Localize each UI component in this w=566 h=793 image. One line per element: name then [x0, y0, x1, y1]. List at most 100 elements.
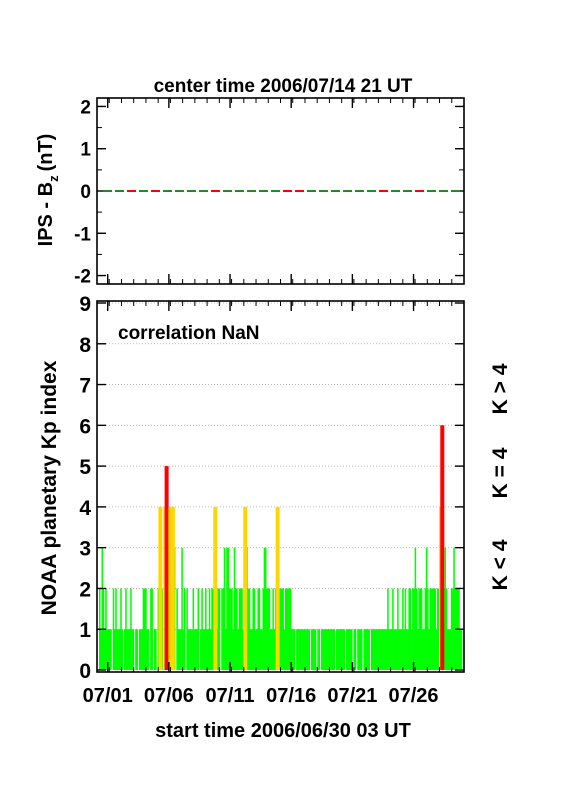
kp-bar — [140, 629, 142, 670]
top-y-tick-label: 0 — [80, 182, 91, 203]
kp-bar — [258, 588, 261, 670]
kp-bar — [282, 588, 284, 670]
kp-bar — [349, 629, 352, 670]
kp-bar — [312, 629, 314, 670]
kp-bar — [299, 629, 302, 670]
bottom-panel-x-axis-label: start time 2006/06/30 03 UT — [155, 720, 411, 742]
legend-k-low: K < 4 — [489, 539, 512, 590]
kp-bar — [181, 547, 183, 670]
kp-bar — [217, 588, 220, 670]
kp-bar — [117, 629, 120, 670]
kp-bar — [192, 588, 195, 670]
kp-bar — [317, 629, 319, 670]
kp-bar — [120, 588, 122, 670]
kp-bar — [392, 588, 394, 670]
kp-bar — [307, 629, 309, 670]
kp-bar — [450, 588, 453, 670]
bottom-panel-y-axis-label: NOAA planetary Kp index — [38, 360, 61, 615]
top-y-tick-label: -2 — [74, 267, 91, 288]
kp-bar — [238, 588, 241, 670]
kp-bar — [182, 629, 185, 670]
kp-bar — [155, 629, 157, 670]
kp-y-tick-label: 3 — [79, 538, 91, 561]
kp-bar — [449, 629, 452, 670]
kp-bar — [399, 629, 402, 670]
kp-bar — [331, 629, 333, 670]
kp-y-tick-label: 4 — [79, 497, 91, 520]
kp-bar — [453, 547, 455, 670]
kp-bar — [267, 588, 269, 670]
kp-bar — [234, 588, 237, 670]
kp-bar — [460, 629, 463, 670]
top-y-tick-label: 2 — [80, 97, 91, 118]
kp-bar — [101, 547, 104, 670]
kp-y-tick-label: 7 — [79, 375, 91, 398]
kp-y-tick-label: 0 — [79, 660, 91, 683]
ylabel-unit: (nT) — [35, 134, 57, 172]
kp-bar — [332, 629, 334, 670]
kp-bar — [385, 629, 388, 670]
kp-bar — [190, 629, 192, 670]
kp-bar — [408, 588, 410, 670]
kp-bar — [105, 588, 107, 670]
kp-bar — [284, 588, 287, 670]
kp-bar — [197, 588, 200, 670]
kp-bar — [365, 629, 368, 670]
kp-bar — [180, 629, 182, 670]
kp-bar — [227, 547, 230, 670]
kp-bar — [353, 629, 356, 670]
kp-bar — [287, 588, 289, 670]
kp-bar — [383, 629, 385, 670]
kp-bar — [435, 629, 438, 670]
kp-y-tick-label: 8 — [79, 334, 91, 357]
kp-bar — [459, 629, 462, 670]
bottom-panel-frame — [96, 300, 465, 673]
kp-bar — [382, 629, 384, 670]
kp-x-tick-label: 07/06 — [144, 685, 194, 707]
kp-bar — [202, 629, 205, 670]
top-panel-y-tick-labels: 2 1 0 -1 -2 — [74, 97, 91, 287]
kp-bar — [112, 588, 115, 670]
kp-bar — [259, 629, 262, 670]
kp-bar — [291, 629, 293, 670]
kp-bar — [302, 629, 304, 670]
kp-bar — [233, 547, 236, 670]
kp-bar — [228, 588, 231, 670]
kp-bar — [141, 629, 143, 670]
kp-bar — [363, 629, 366, 670]
kp-bar — [374, 629, 377, 670]
kp-bar — [138, 629, 141, 670]
kp-bar — [389, 629, 392, 670]
kp-x-tick-label: 07/21 — [327, 685, 377, 707]
kp-bar — [178, 629, 181, 670]
kp-bar — [226, 547, 228, 670]
kp-bar — [415, 588, 418, 670]
kp-bar — [400, 629, 403, 670]
kp-x-tick-label: 07/26 — [389, 685, 439, 707]
kp-bar — [447, 629, 449, 670]
kp-bar — [341, 629, 343, 670]
kp-bar — [452, 588, 454, 670]
kp-bar-storm — [158, 506, 163, 670]
kp-bar — [348, 629, 351, 670]
kp-bar — [224, 629, 227, 670]
kp-bar-storm — [275, 506, 280, 670]
kp-bar — [323, 629, 326, 670]
kp-bar — [126, 629, 128, 670]
kp-bar — [405, 629, 408, 670]
kp-bar — [394, 629, 397, 670]
kp-x-tick-label: 07/01 — [83, 685, 133, 707]
kp-bar — [322, 629, 324, 670]
kp-bar — [231, 588, 233, 670]
kp-bar — [404, 588, 407, 670]
kp-bar-storm — [243, 506, 248, 670]
kp-bar — [135, 629, 137, 670]
kp-bar — [262, 588, 264, 670]
kp-bar — [271, 629, 273, 670]
kp-bar — [397, 588, 399, 670]
kp-bar — [147, 629, 150, 670]
kp-bar — [286, 588, 288, 670]
kp-bar — [437, 588, 439, 670]
kp-bar — [367, 629, 369, 670]
kp-bar — [364, 629, 367, 670]
